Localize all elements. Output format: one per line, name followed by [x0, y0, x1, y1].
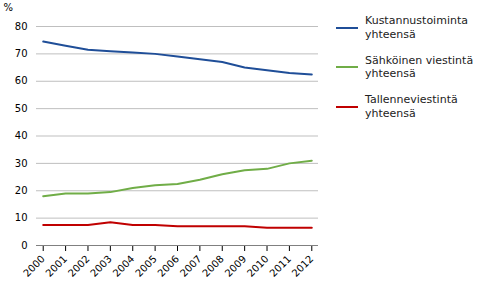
svg-text:60: 60: [15, 75, 28, 86]
svg-text:40: 40: [15, 130, 28, 141]
svg-text:0: 0: [21, 240, 27, 251]
svg-text:2004: 2004: [111, 253, 137, 279]
svg-text:2012: 2012: [290, 253, 316, 279]
svg-text:50: 50: [15, 103, 28, 114]
svg-text:2009: 2009: [223, 253, 249, 279]
svg-text:70: 70: [15, 48, 28, 59]
svg-text:80: 80: [15, 21, 28, 32]
svg-text:2005: 2005: [133, 253, 159, 279]
svg-text:2002: 2002: [66, 253, 92, 279]
html-text:Sähköinen viestintä yhteensä: Sähköinen viestintä yhteensä: [365, 53, 474, 81]
svg-text:10: 10: [15, 212, 28, 223]
html-text:Tallenneviestintä yhteensä: Tallenneviestintä yhteensä: [365, 93, 458, 120]
svg-text:2008: 2008: [200, 253, 226, 279]
html-text:Kustannustoiminta yhteensä: Kustannustoiminta yhteensä: [365, 14, 468, 41]
svg-text:30: 30: [15, 158, 28, 169]
svg-text:2000: 2000: [21, 253, 47, 279]
svg-text:2003: 2003: [88, 253, 114, 279]
svg-text:2010: 2010: [245, 253, 271, 279]
svg-text:2006: 2006: [155, 253, 181, 279]
svg-text:2001: 2001: [43, 253, 69, 279]
svg-text:2007: 2007: [178, 253, 204, 279]
svg-text:2011: 2011: [267, 253, 293, 279]
svg-text:20: 20: [15, 185, 28, 196]
svg-text:%: %: [4, 2, 14, 13]
